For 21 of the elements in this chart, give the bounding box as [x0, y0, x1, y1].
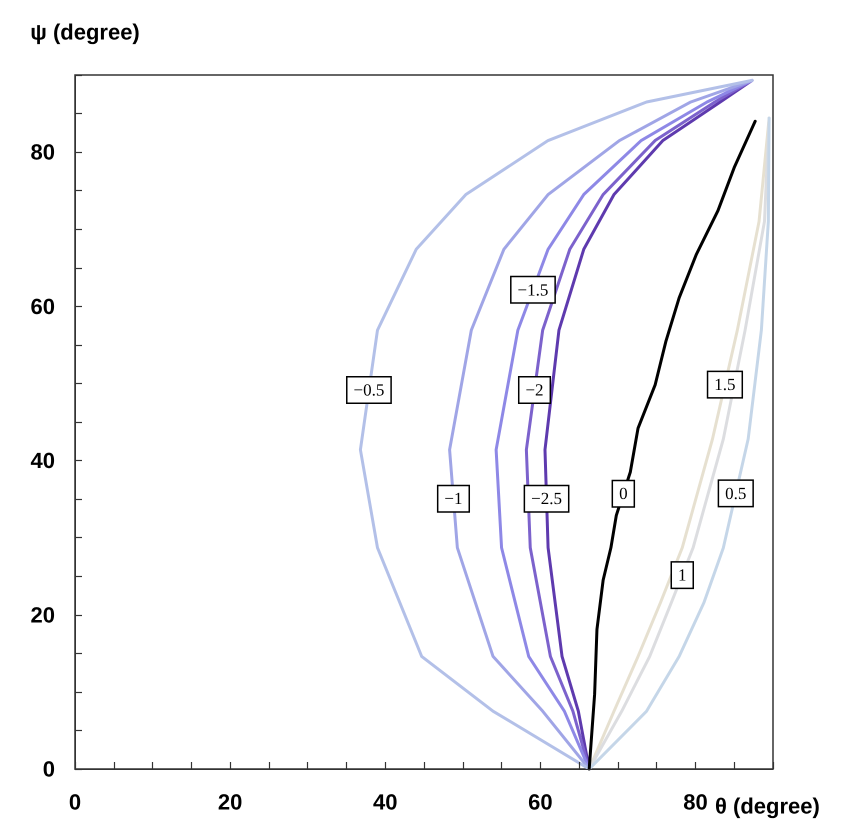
series-label: −2.5	[531, 489, 562, 508]
y-axis-title: ψ (degree)	[30, 20, 140, 44]
x-axis-title: θ (degree)	[715, 794, 820, 818]
series-label: 1.5	[714, 375, 736, 394]
y-tick-label: 80	[30, 140, 55, 165]
series-label: −0.5	[354, 380, 384, 400]
series-label: −1	[444, 489, 463, 508]
y-tick-label: 40	[30, 448, 55, 474]
y-tick-label: 20	[30, 602, 55, 628]
x-tick-label: 40	[372, 790, 398, 814]
x-tick-label: 0	[68, 790, 82, 814]
y-tick-label: 60	[30, 294, 55, 319]
y-tick-label: 0	[42, 756, 55, 782]
series-label: −2	[525, 380, 544, 400]
x-tick-label: 80	[683, 790, 708, 814]
series-label: 0	[619, 484, 628, 504]
series-label: −1.5	[518, 280, 548, 300]
series-label: 1	[678, 566, 687, 585]
x-tick-label: 20	[218, 790, 242, 814]
series-label: 0.5	[725, 484, 746, 503]
x-tick-label: 60	[528, 790, 553, 814]
